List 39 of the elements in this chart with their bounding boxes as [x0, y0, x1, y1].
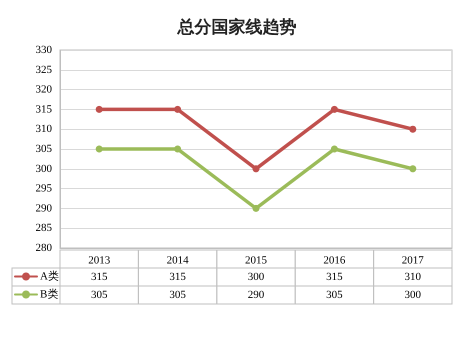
y-tick-label: 290	[36, 202, 52, 214]
point	[409, 165, 416, 172]
data-label: 305	[90, 289, 108, 301]
y-tick-label: 310	[36, 123, 52, 136]
y-tick-label: 285	[36, 222, 52, 234]
legend-label: A类	[40, 270, 59, 282]
x-tick-label: 2013	[88, 254, 111, 266]
y-tick-label: 295	[36, 182, 52, 195]
data-label: 305	[169, 289, 186, 301]
y-tick-label: 280	[36, 242, 52, 254]
data-label: 310	[404, 271, 422, 283]
point	[409, 126, 416, 133]
data-label: 315	[90, 271, 108, 283]
chart-title: 总分国家线趋势	[176, 18, 296, 38]
point	[330, 106, 338, 113]
y-tick-label: 315	[36, 103, 52, 116]
y-tick-label: 330	[36, 44, 52, 56]
data-label: 290	[248, 289, 265, 301]
data-label: 315	[326, 271, 344, 283]
point	[252, 204, 260, 212]
x-tick-label: 2017	[402, 254, 424, 266]
data-label: 305	[326, 289, 344, 301]
x-tick-label: 2015	[245, 254, 268, 266]
y-tick-label: 300	[36, 162, 52, 175]
y-tick-label: 320	[36, 84, 52, 96]
x-tick-label: 2016	[323, 254, 346, 266]
y-tick-label: 325	[36, 64, 52, 76]
point	[96, 146, 103, 152]
point	[96, 106, 103, 113]
data-label: 300	[248, 271, 265, 283]
data-label: 315	[169, 271, 186, 283]
point	[330, 146, 338, 152]
point	[252, 165, 260, 172]
x-tick-label: 2014	[166, 254, 190, 266]
point	[174, 106, 182, 113]
data-label: 300	[404, 289, 422, 301]
y-tick-label: 305	[36, 143, 52, 155]
legend-label: B类	[40, 288, 58, 300]
point	[174, 146, 182, 152]
